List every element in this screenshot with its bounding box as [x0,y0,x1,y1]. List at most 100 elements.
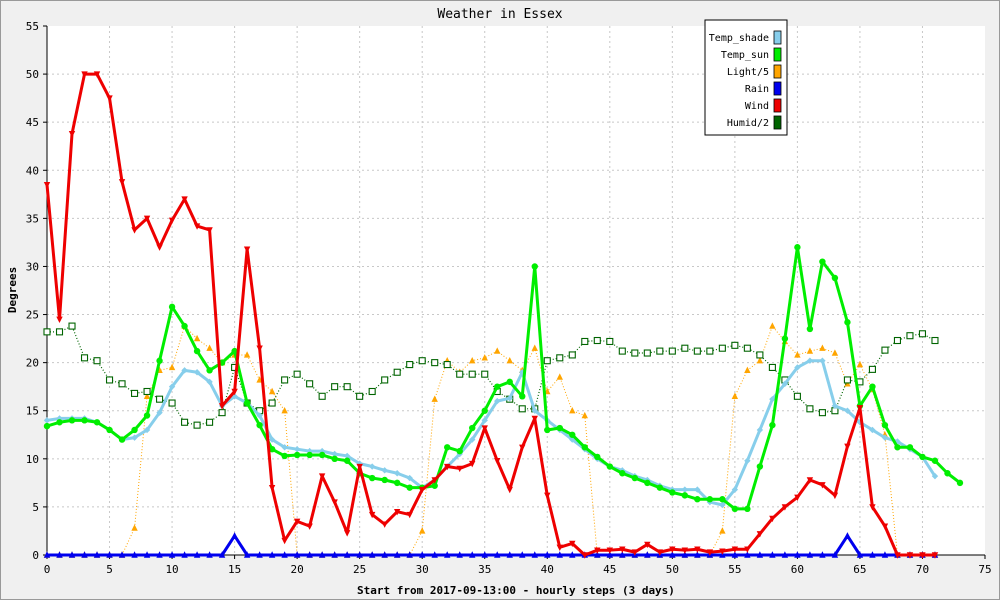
data-point-rain [56,551,63,558]
data-point-temp-sun [431,482,438,489]
data-point-temp-shade [206,378,213,386]
data-point-wind [769,515,776,523]
data-point-wind [444,463,451,471]
data-point-rain [844,532,851,539]
x-tick-label: 15 [228,563,241,576]
y-tick-label: 55 [26,20,39,33]
data-point-rain [106,551,113,558]
data-point-rain [444,551,451,558]
data-point-temp-sun [268,446,276,453]
y-tick-label: 25 [26,309,39,322]
data-point-wind [368,511,376,519]
data-point-humid-2 [931,336,939,345]
data-point-humid-2 [768,363,776,371]
data-point-temp-shade [869,426,876,434]
x-tick-label: 5 [106,563,113,576]
data-point-humid-2 [206,418,214,426]
data-point-humid-2 [893,336,902,345]
data-point-temp-sun [631,474,639,482]
data-point-wind [931,552,939,559]
x-tick-label: 75 [978,563,991,576]
data-point-temp-shade [694,486,701,493]
data-point-humid-2 [906,332,914,340]
data-point-wind [706,549,714,556]
data-point-wind [268,484,276,492]
data-point-rain [156,551,163,558]
data-point-wind [131,227,138,234]
data-point-rain [393,551,401,558]
data-point-light-5 [243,351,251,358]
data-point-humid-2 [406,361,414,369]
data-point-rain [794,551,801,558]
data-point-humid-2 [731,341,739,349]
data-point-wind [781,504,789,511]
legend-label: Temp_shade [709,33,769,44]
data-point-rain [544,551,551,558]
data-point-wind [581,552,588,559]
data-point-humid-2 [518,405,526,413]
data-point-light-5 [143,392,151,399]
data-point-temp-sun [519,393,526,400]
y-axis-title: Degrees [6,267,19,313]
data-point-temp-sun [781,335,789,342]
data-point-temp-shade [794,364,801,371]
legend-swatch [773,115,782,130]
data-point-rain [131,551,138,558]
legend-swatch [773,98,782,113]
data-point-rain [68,551,76,558]
data-point-wind [619,546,626,553]
data-point-humid-2 [543,357,551,365]
data-point-rain [606,551,613,558]
data-point-light-5 [831,349,839,356]
data-point-rain [569,551,576,558]
data-point-wind [756,531,764,538]
y-tick-label: 10 [26,453,39,466]
data-point-temp-shade [181,367,188,374]
data-point-temp-shade [881,434,889,441]
data-point-wind [744,546,751,553]
data-point-temp-sun [581,444,588,451]
data-point-humid-2 [318,392,326,400]
data-point-temp-sun [669,489,676,496]
x-tick-label: 45 [603,563,616,576]
data-point-temp-sun [719,496,726,503]
data-point-wind [844,443,851,451]
data-point-rain [81,551,88,558]
data-point-wind [544,492,551,500]
data-point-rain [368,551,376,558]
data-point-rain [256,551,263,558]
data-point-light-5 [731,392,739,399]
data-point-rain [694,551,701,558]
data-point-wind [694,546,701,553]
data-point-temp-sun [694,496,701,503]
data-point-temp-shade [531,407,538,414]
data-point-wind [681,547,689,554]
data-point-wind [606,547,613,554]
data-point-humid-2 [43,328,51,336]
plot-area [47,26,985,555]
data-point-rain [781,551,789,558]
y-tick-label: 40 [26,164,39,177]
series-line-rain [47,534,935,557]
x-tick-label: 55 [728,563,741,576]
data-point-light-5 [581,411,588,419]
data-point-wind [243,246,251,253]
x-tick-label: 50 [666,563,679,576]
series-temp-shade [43,357,939,509]
data-point-temp-sun [544,426,551,434]
y-tick-label: 35 [26,212,39,225]
data-point-temp-shade [506,395,513,402]
data-point-humid-2 [281,376,289,384]
data-point-rain [594,551,601,558]
data-point-temp-sun [956,479,964,487]
data-point-rain [293,551,301,558]
data-point-rain [506,551,513,558]
data-point-temp-sun [919,453,926,461]
data-point-temp-sun [681,492,689,499]
data-point-rain [806,551,814,558]
data-point-light-5 [569,407,576,414]
data-point-temp-sun [481,407,488,414]
data-point-temp-shade [393,470,401,477]
data-point-wind [469,460,476,468]
data-point-wind [794,494,801,501]
